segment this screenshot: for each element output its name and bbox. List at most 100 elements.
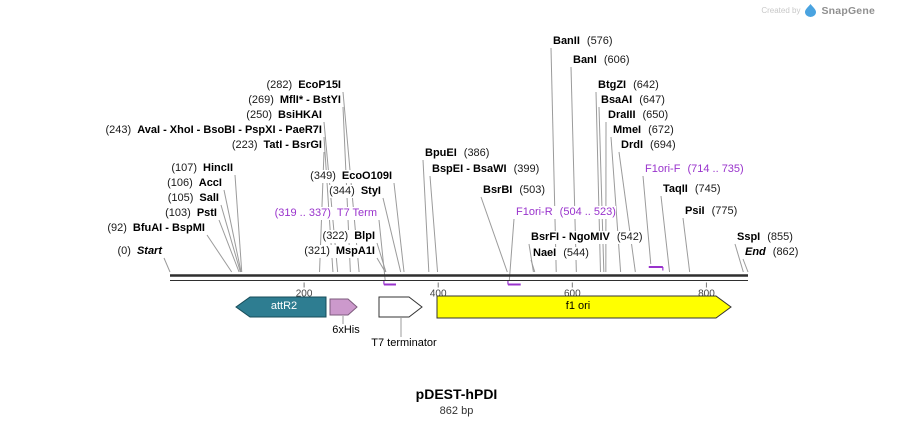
connector-line <box>163 257 171 273</box>
site-position: (344) <box>329 185 355 197</box>
site-name: TatI - BsrGI <box>263 139 322 151</box>
connector-line <box>480 196 508 273</box>
connector-line <box>223 189 242 273</box>
site-position: (862) <box>772 246 799 258</box>
restriction-site-label[interactable]: TaqII (745) <box>663 183 721 196</box>
restriction-site-label[interactable]: BsaAI (647) <box>601 94 665 107</box>
restriction-site-label[interactable]: BanI (606) <box>573 54 630 67</box>
terminus-label[interactable]: End (862) <box>745 246 799 259</box>
site-position: (399) <box>513 163 540 175</box>
restriction-site-label[interactable]: BsrBI (503) <box>483 184 546 197</box>
terminus-label[interactable]: (0) Start <box>117 245 162 258</box>
restriction-site-label[interactable]: (243) AvaI - XhoI - BsoBI - PspXI - PaeR7… <box>105 124 322 137</box>
site-name: NaeI <box>533 247 557 259</box>
restriction-site-label[interactable]: (92) BfuAI - BspMI <box>107 222 205 235</box>
site-position: (107) <box>171 162 198 174</box>
connector-line <box>429 175 439 273</box>
connector-line <box>376 242 387 273</box>
connector-line <box>508 218 515 282</box>
connector-line <box>530 259 536 273</box>
site-name: F1ori-R <box>516 206 553 218</box>
site-name: F1ori-F <box>645 163 681 175</box>
site-name: StyI <box>360 185 381 197</box>
restriction-site-label[interactable]: (106) AccI <box>167 177 222 190</box>
site-name: SalI <box>199 192 219 204</box>
site-position: (650) <box>642 109 669 121</box>
site-position: (282) <box>266 79 293 91</box>
site-name: BsrFI - NgoMIV <box>531 231 610 243</box>
restriction-site-label[interactable]: (223) TatI - BsrGI <box>231 139 322 152</box>
site-position: (642) <box>633 79 659 91</box>
restriction-site-label[interactable]: (344) StyI <box>329 185 381 198</box>
site-position: (504 .. 523) <box>559 206 616 218</box>
restriction-site-label[interactable]: (321) MspA1I <box>304 245 375 258</box>
site-name: BpuEI <box>425 147 457 159</box>
site-name: BlpI <box>354 230 375 242</box>
restriction-site-label[interactable]: (250) BsiHKAI <box>246 109 322 122</box>
connector-line <box>528 243 534 273</box>
site-name: DraIII <box>608 109 636 121</box>
restriction-site-label[interactable]: (349) EcoO109I <box>310 170 392 183</box>
connector-line <box>742 258 749 273</box>
site-position: (647) <box>639 94 665 106</box>
restriction-site-label[interactable]: DraIII (650) <box>608 109 669 122</box>
site-name: EcoP15I <box>298 79 341 91</box>
restriction-site-label[interactable]: BsrFI - NgoMIV (542) <box>531 231 643 244</box>
site-name: BanI <box>573 54 597 66</box>
connector-line <box>610 136 622 273</box>
feature-arrow-T7-terminator[interactable] <box>378 296 423 318</box>
restriction-site-label[interactable]: BanII (576) <box>553 35 613 48</box>
site-name: DrdI <box>621 139 643 151</box>
primer-label[interactable]: F1ori-F (714 .. 735) <box>645 163 744 176</box>
restriction-site-label[interactable]: DrdI (694) <box>621 139 676 152</box>
site-position: (322) <box>322 230 349 242</box>
restriction-site-label[interactable]: SspI (855) <box>737 231 793 244</box>
restriction-site-label[interactable]: PsiI (775) <box>685 205 738 218</box>
restriction-site-label[interactable]: (322) BlpI <box>322 230 375 243</box>
feature-label-attR2[interactable]: attR2 <box>270 300 298 312</box>
feature-label-f1-ori[interactable]: f1 ori <box>565 300 591 312</box>
site-name: EcoO109I <box>341 170 392 182</box>
primer-label[interactable]: (319 .. 337) T7 Term <box>274 207 377 220</box>
restriction-site-label[interactable]: BpuEI (386) <box>425 147 490 160</box>
site-name: BfuAI - BspMI <box>132 222 205 234</box>
connector-line <box>220 204 241 273</box>
feature-label-6xHis[interactable]: 6xHis <box>326 324 366 337</box>
site-position: (503) <box>519 184 546 196</box>
connector-line <box>382 197 402 273</box>
axis-tick-label: 400 <box>430 289 447 300</box>
primer-label[interactable]: F1ori-R (504 .. 523) <box>516 206 616 219</box>
restriction-site-label[interactable]: (103) PstI <box>165 207 217 220</box>
restriction-site-label[interactable]: NaeI (544) <box>533 247 589 260</box>
restriction-site-label[interactable]: (107) HincII <box>171 162 233 175</box>
site-position: (694) <box>650 139 676 151</box>
connector-line <box>393 182 405 273</box>
restriction-site-label[interactable]: BtgZI (642) <box>598 79 659 92</box>
watermark-created-by: Created by <box>761 6 801 15</box>
site-position: (0) <box>117 245 131 257</box>
connector-line <box>734 243 744 273</box>
feature-arrow-attR2[interactable] <box>235 296 327 318</box>
restriction-site-label[interactable]: (269) MflI* - BstYI <box>248 94 341 107</box>
restriction-site-label[interactable]: MmeI (672) <box>613 124 674 137</box>
feature-arrow-f1-ori[interactable] <box>436 295 732 319</box>
feature-arrow-6xHis[interactable] <box>329 298 358 316</box>
connector-line <box>682 217 691 273</box>
feature-label-T7-terminator[interactable]: T7 terminator <box>359 337 449 350</box>
restriction-site-label[interactable]: (282) EcoP15I <box>266 79 341 92</box>
plasmid-name: pDEST-hPDI <box>415 386 498 402</box>
site-name: Start <box>136 245 162 257</box>
connector-line <box>598 106 605 273</box>
site-position: (386) <box>463 147 490 159</box>
restriction-site-label[interactable]: BspEI - BsaWI (399) <box>432 163 540 176</box>
site-name: PstI <box>196 207 217 219</box>
connector-line <box>660 195 671 273</box>
axis-tick-label: 200 <box>296 289 313 300</box>
site-position: (542) <box>616 231 643 243</box>
restriction-site-label[interactable]: (105) SalI <box>167 192 219 205</box>
site-position: (106) <box>167 177 193 189</box>
site-name: MflI* - BstYI <box>279 94 341 106</box>
site-name: SspI <box>737 231 761 243</box>
axis-tick-label: 800 <box>698 289 715 300</box>
site-name: BspEI - BsaWI <box>432 163 507 175</box>
